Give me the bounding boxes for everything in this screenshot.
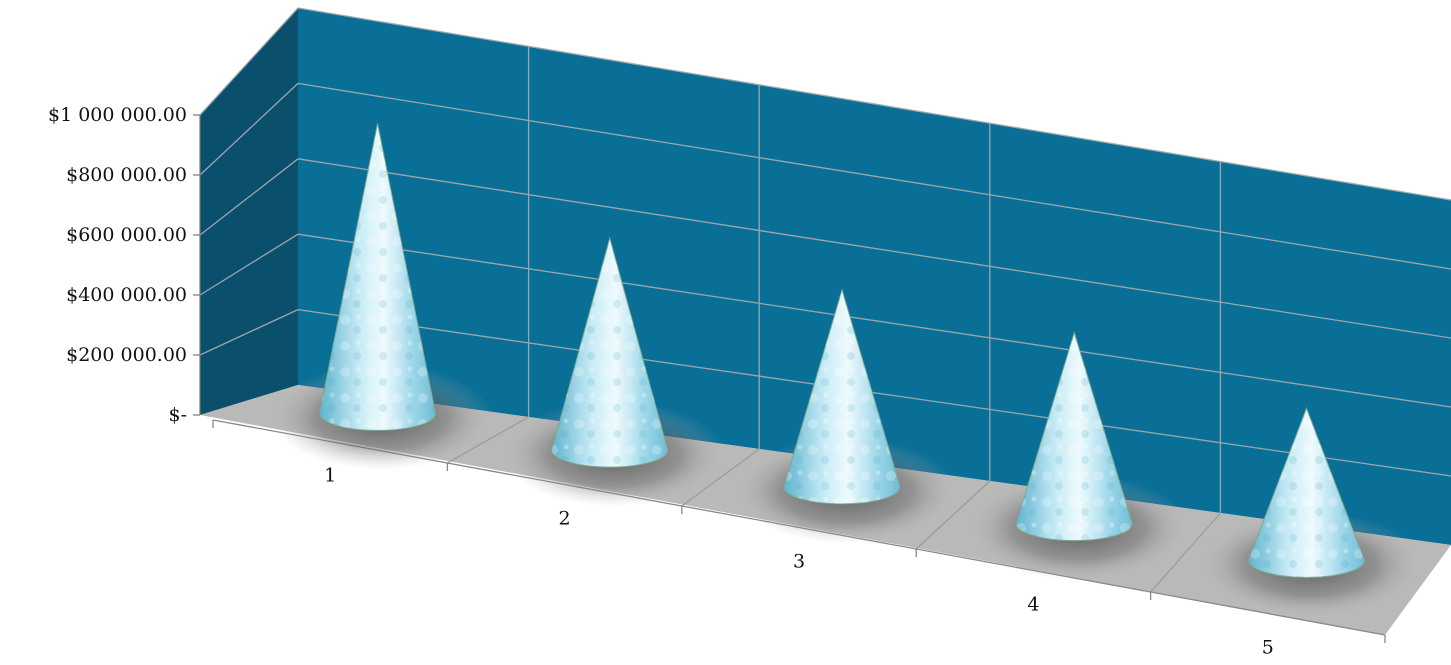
x-tick-label: 2 — [559, 508, 571, 530]
y-tick-label: $800 000.00 — [66, 164, 187, 186]
x-tick-label: 5 — [1262, 637, 1274, 659]
cone-bar — [968, 330, 1189, 581]
y-tick-label: $1 000 000.00 — [48, 104, 187, 126]
floor-divider — [915, 480, 991, 550]
back-gridline — [297, 82, 1451, 270]
y-tick-label: $600 000.00 — [66, 224, 187, 246]
gridlines — [199, 7, 1451, 593]
x-tick-label: 1 — [324, 465, 336, 487]
side-gridline — [199, 82, 299, 176]
back-gridline — [297, 233, 1451, 408]
y-tick-label: $200 000.00 — [66, 344, 187, 366]
back-gridline — [297, 158, 1451, 339]
side-gridline — [199, 158, 299, 236]
side-gridline — [199, 309, 299, 356]
x-tick-label: 3 — [793, 551, 805, 573]
y-axis-ticks: $- $200 000.00 $400 000.00 $600 000.00 $800 … — [48, 104, 201, 426]
cone-texture — [1248, 408, 1365, 578]
chart-side-wall — [200, 8, 298, 415]
cone-texture — [1016, 332, 1133, 541]
cone-bar — [1200, 406, 1421, 618]
back-gridline — [297, 7, 1451, 201]
y-tick-label: $400 000.00 — [66, 284, 187, 306]
floor-divider — [681, 448, 760, 507]
cone-series — [271, 123, 1421, 618]
side-gridline — [199, 233, 299, 296]
cone-bar — [503, 236, 725, 507]
y-tick-label: $- — [168, 404, 187, 426]
cone-bar — [271, 123, 492, 471]
x-tick-label: 4 — [1027, 594, 1039, 616]
side-gridline — [199, 7, 299, 116]
cone-bar — [735, 288, 957, 544]
floor-divider — [447, 416, 529, 464]
cone-texture — [319, 123, 436, 431]
floor-divider — [1150, 512, 1221, 593]
cone-texture — [551, 238, 668, 468]
cone-texture — [784, 289, 901, 504]
back-gridline — [297, 308, 1451, 477]
